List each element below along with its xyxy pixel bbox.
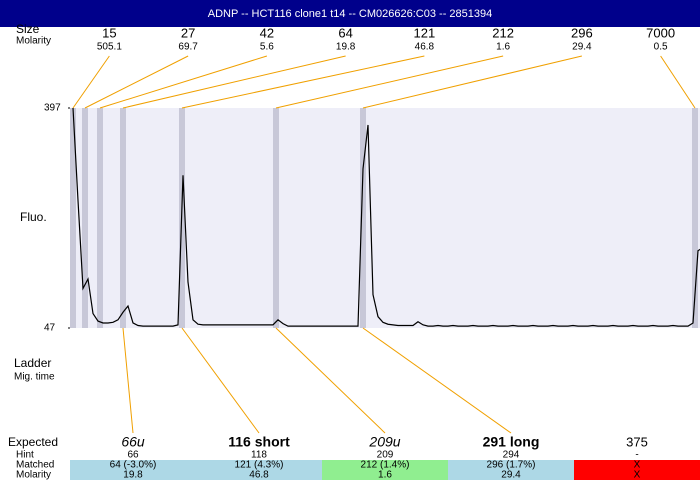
hint: - — [635, 450, 638, 461]
ladder-label: Ladder — [14, 356, 51, 370]
ladder-molarity: 46.8 — [415, 42, 435, 53]
expected-size: 209u — [368, 434, 400, 450]
molarity: 29.4 — [501, 470, 521, 480]
connector — [362, 55, 582, 109]
ladder-molarity: 0.5 — [654, 42, 668, 53]
connector — [362, 327, 512, 434]
matched: 64 (-3.0%) — [110, 460, 157, 471]
matched: X — [634, 460, 641, 471]
ladder-band — [70, 108, 76, 328]
connector — [660, 55, 696, 109]
ladder-molarity: 505.1 — [97, 42, 122, 53]
connector — [181, 55, 425, 109]
header-title: ADNP -- HCT116 clone1 t14 -- CM026626:C0… — [208, 8, 493, 20]
ladder-size: 42 — [260, 25, 274, 40]
molarity-row-label: Molarity — [16, 470, 51, 480]
match-cell — [196, 460, 322, 480]
ladder-molarity: 19.8 — [336, 42, 356, 53]
mig-time-label: Mig. time — [14, 372, 55, 383]
expected-size: 66u — [121, 434, 145, 450]
header-bar — [0, 0, 700, 27]
expected-size: 291 long — [483, 434, 540, 450]
hint: 209 — [377, 450, 394, 461]
ladder-molarity: 69.7 — [178, 42, 198, 53]
ladder-size: 121 — [414, 25, 436, 40]
ladder-band — [120, 108, 126, 328]
connector — [122, 327, 134, 434]
match-cell — [448, 460, 574, 480]
molarity: X — [634, 470, 641, 480]
ladder-band — [82, 108, 88, 328]
y-tick-label: 47 — [44, 323, 56, 334]
ladder-size: 64 — [338, 25, 352, 40]
ladder-band — [273, 108, 279, 328]
molarity-label: Molarity — [16, 36, 51, 47]
ladder-molarity: 1.6 — [496, 42, 510, 53]
ladder-size: 212 — [492, 25, 514, 40]
ladder-molarity: 29.4 — [572, 42, 592, 53]
match-cell — [574, 460, 700, 480]
molarity: 1.6 — [378, 470, 392, 480]
matched: 121 (4.3%) — [235, 460, 284, 471]
connector — [99, 55, 268, 109]
hint-label: Hint — [16, 450, 34, 461]
ladder-molarity: 5.6 — [260, 42, 274, 53]
connector — [181, 327, 260, 434]
size-label: Size — [16, 22, 40, 36]
ladder-size: 15 — [102, 25, 116, 40]
y-tick-label: 397 — [44, 103, 61, 114]
connector — [84, 55, 189, 109]
match-cell — [70, 460, 196, 480]
molarity: 19.8 — [123, 470, 143, 480]
plot-area — [70, 108, 700, 328]
hint: 118 — [251, 450, 267, 461]
trace — [72, 107, 700, 327]
connector — [72, 55, 110, 109]
connector — [122, 55, 346, 109]
ladder-band — [360, 108, 366, 328]
expected-size: 116 short — [228, 434, 290, 450]
molarity: 46.8 — [249, 470, 269, 480]
matched: 212 (1.4%) — [361, 460, 410, 471]
expected-label: Expected — [8, 435, 58, 449]
ladder-size: 27 — [181, 25, 195, 40]
hint: 66 — [127, 450, 139, 461]
matched-label: Matched — [16, 460, 54, 471]
ladder-size: 7000 — [646, 25, 675, 40]
expected-size: 375 — [626, 434, 648, 449]
matched: 296 (1.7%) — [487, 460, 536, 471]
hint: 294 — [503, 450, 520, 461]
match-cell — [322, 460, 448, 480]
ladder-band — [97, 108, 103, 328]
ladder-size: 296 — [571, 25, 593, 40]
connector — [275, 55, 504, 109]
connector — [275, 327, 386, 434]
ladder-band — [692, 108, 698, 328]
y-axis-label: Fluo. — [20, 210, 47, 224]
